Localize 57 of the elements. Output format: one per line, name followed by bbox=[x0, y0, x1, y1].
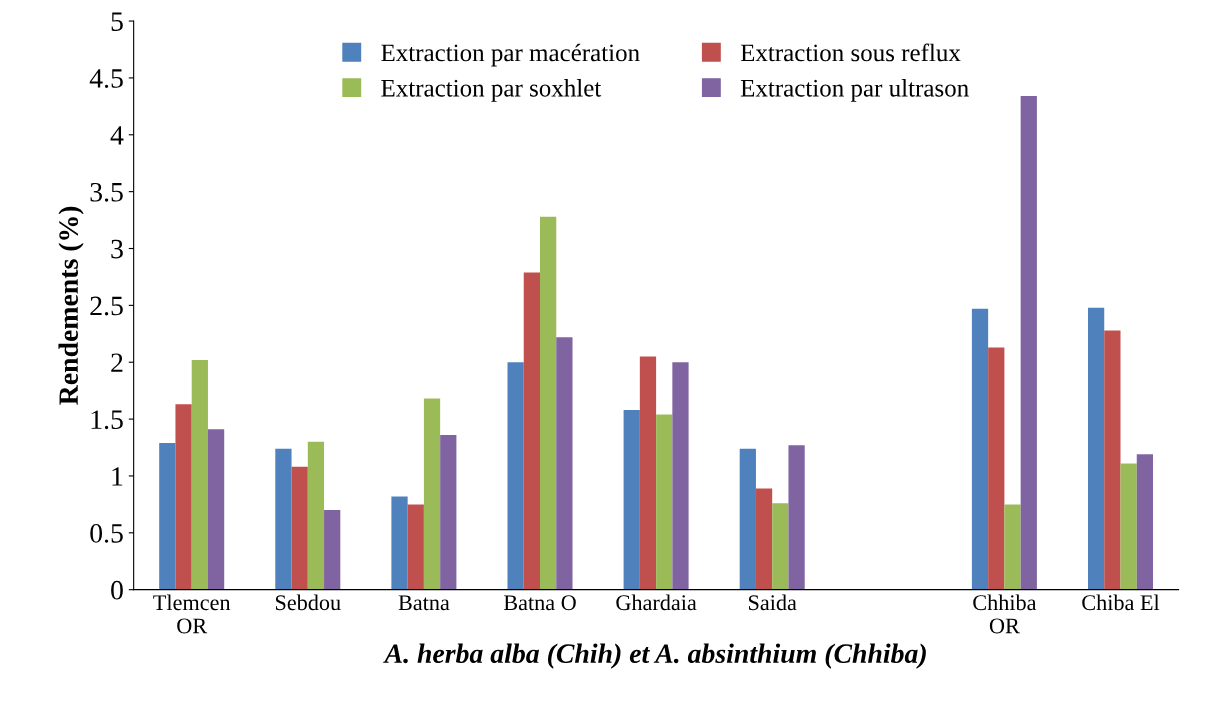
y-tick-label: 4 bbox=[110, 126, 124, 145]
bar bbox=[1020, 96, 1037, 590]
bar bbox=[1087, 307, 1105, 590]
bar bbox=[540, 216, 557, 590]
x-axis-title: A. herba alba (Chih) et A. absinthium (Chhiba) bbox=[383, 643, 926, 669]
x-tick-label: Chiba El bbox=[1082, 594, 1160, 611]
bar bbox=[755, 488, 773, 590]
x-tick-label: Batna O bbox=[503, 595, 576, 611]
bar bbox=[324, 510, 341, 590]
bar bbox=[307, 441, 325, 590]
bar bbox=[275, 448, 292, 590]
bar bbox=[788, 445, 805, 590]
bar bbox=[1104, 330, 1121, 590]
bar bbox=[207, 429, 225, 590]
x-tick-label: Tlemcen OR bbox=[153, 594, 231, 634]
x-tick-label: Ghardaia bbox=[616, 594, 697, 611]
bar bbox=[971, 308, 989, 590]
bar bbox=[1136, 454, 1154, 590]
legend-label: Extraction sous reflux bbox=[740, 43, 961, 62]
bar bbox=[639, 356, 657, 590]
bar bbox=[191, 359, 208, 590]
bar bbox=[175, 404, 192, 590]
legend-label: Extraction par soxhlet bbox=[381, 79, 602, 102]
bar bbox=[623, 410, 640, 590]
bar bbox=[739, 448, 756, 590]
bar bbox=[159, 442, 176, 590]
y-tick-label: 4.5 bbox=[89, 69, 123, 88]
bar bbox=[656, 414, 673, 590]
legend-label: Extraction par ultrason bbox=[740, 79, 969, 102]
bar bbox=[772, 503, 789, 590]
y-tick-label: 0 bbox=[111, 580, 123, 600]
legend-label: Extraction par macération bbox=[381, 43, 640, 67]
x-tick-label: Saida bbox=[749, 594, 797, 611]
y-tick-label: 2 bbox=[111, 353, 123, 372]
bar bbox=[556, 337, 573, 590]
x-tick-label: Batna bbox=[398, 595, 450, 611]
bar bbox=[440, 435, 457, 590]
x-tick-label: Chhiba OR bbox=[973, 594, 1037, 634]
bar bbox=[672, 362, 689, 590]
y-tick-label: 0.5 bbox=[90, 523, 123, 543]
bar bbox=[423, 398, 441, 590]
y-tick-label: 5 bbox=[111, 12, 123, 31]
bar bbox=[1120, 463, 1137, 590]
y-tick-label: 1 bbox=[112, 467, 123, 486]
bar bbox=[407, 504, 424, 590]
bar bbox=[507, 362, 524, 590]
y-tick-label: 3 bbox=[111, 239, 123, 259]
bar bbox=[988, 347, 1005, 590]
bar bbox=[1004, 504, 1021, 590]
y-tick-label: 2.5 bbox=[90, 296, 123, 316]
bar bbox=[291, 466, 308, 590]
bar bbox=[391, 496, 408, 590]
y-tick-label: 3.5 bbox=[90, 182, 123, 202]
y-axis-title: Rendements (%) bbox=[58, 206, 84, 405]
x-tick-label: Sebdou bbox=[275, 594, 341, 611]
y-tick-label: 1.5 bbox=[91, 410, 123, 430]
bar bbox=[523, 272, 540, 590]
